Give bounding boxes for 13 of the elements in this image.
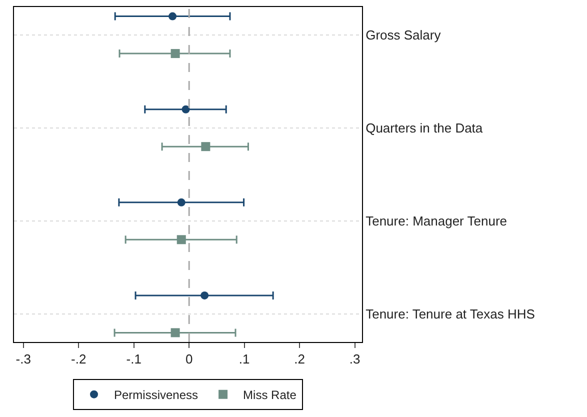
- x-tick-label: -.3: [16, 352, 31, 367]
- y-tick-label: Tenure: Tenure at Texas HHS: [366, 306, 536, 322]
- legend-label: Permissiveness: [114, 388, 198, 402]
- x-tick-label: -.2: [71, 352, 86, 367]
- y-tick-label: Tenure: Manager Tenure: [366, 214, 508, 229]
- x-tick-label: .1: [238, 352, 250, 367]
- y-tick-label: Gross Salary: [366, 27, 442, 42]
- y-tick-label: Quarters in the Data: [366, 120, 484, 136]
- x-tick-label: -.1: [126, 352, 142, 367]
- x-tick-label: .2: [294, 352, 305, 367]
- x-tick-label: .3: [349, 352, 360, 367]
- legend-label: Miss Rate: [243, 388, 297, 402]
- x-tick-label: 0: [185, 352, 193, 367]
